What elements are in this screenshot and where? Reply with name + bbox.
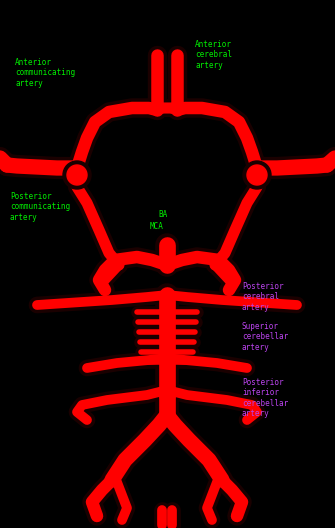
Circle shape <box>63 161 91 189</box>
Text: Posterior
cerebral
artery: Posterior cerebral artery <box>242 282 284 312</box>
Text: Posterior
inferior
cerebellar
artery: Posterior inferior cerebellar artery <box>242 378 288 418</box>
Circle shape <box>247 165 267 185</box>
Text: Anterior
cerebral
artery: Anterior cerebral artery <box>195 40 232 70</box>
Text: Superior
cerebellar
artery: Superior cerebellar artery <box>242 322 288 352</box>
Circle shape <box>243 161 271 189</box>
Text: MCA: MCA <box>150 222 164 231</box>
Text: Posterior
communicating
artery: Posterior communicating artery <box>10 192 70 222</box>
Circle shape <box>67 165 87 185</box>
Text: BA: BA <box>158 210 167 219</box>
Text: Anterior
communicating
artery: Anterior communicating artery <box>15 58 75 88</box>
